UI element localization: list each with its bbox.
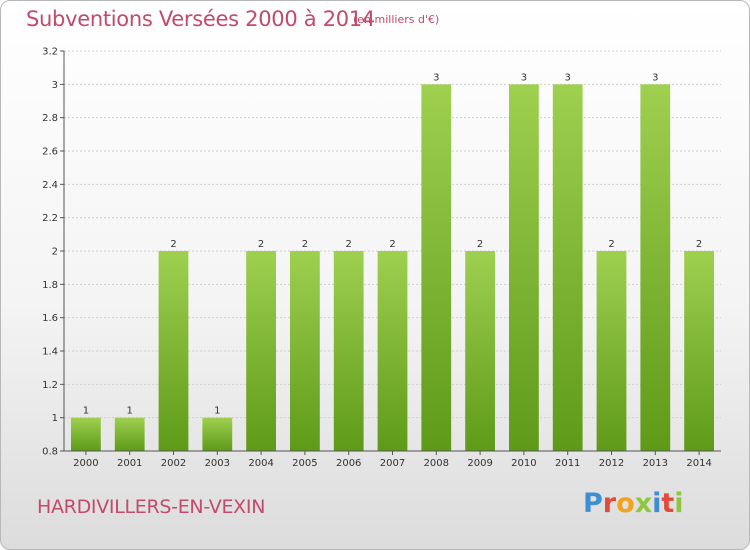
bar-2011[interactable] xyxy=(552,84,583,451)
data-label: 2 xyxy=(477,239,483,250)
x-tick-label: 2005 xyxy=(292,458,317,469)
bar-2002[interactable] xyxy=(158,251,189,451)
x-tick-label: 2013 xyxy=(643,458,668,469)
bar-2007[interactable] xyxy=(377,251,408,451)
logo-letter: o xyxy=(616,488,635,519)
y-tick-label: 1 xyxy=(52,413,58,424)
chart-subtitle: (en milliers d'€) xyxy=(353,13,440,26)
bar-2010[interactable] xyxy=(509,84,539,451)
data-label: 2 xyxy=(608,239,614,250)
bar-2014[interactable] xyxy=(684,251,714,451)
logo-letter: i xyxy=(674,488,684,519)
y-tick-label: 1.2 xyxy=(42,380,58,391)
logo-letter: x xyxy=(634,488,653,519)
data-label: 2 xyxy=(696,239,702,250)
y-tick-label: 2.4 xyxy=(42,180,58,191)
x-tick-label: 2004 xyxy=(248,458,273,469)
data-label: 1 xyxy=(83,406,89,417)
chart-title: Subventions Versées 2000 à 2014 xyxy=(26,7,375,31)
x-tick-label: 2011 xyxy=(555,458,580,469)
bar-2005[interactable] xyxy=(290,251,320,451)
data-label: 3 xyxy=(433,72,439,83)
data-label: 1 xyxy=(214,406,220,417)
x-tick-label: 2007 xyxy=(380,458,405,469)
data-label: 1 xyxy=(127,406,133,417)
commune-name: HARDIVILLERS-EN-VEXIN xyxy=(37,496,266,518)
logo-letter: i xyxy=(652,488,662,519)
bar-2008[interactable] xyxy=(421,84,452,451)
bar-2012[interactable] xyxy=(596,251,627,451)
y-tick-label: 0.8 xyxy=(42,447,58,458)
logo-letter: P xyxy=(583,488,603,519)
y-tick-label: 3.2 xyxy=(42,47,58,58)
y-tick-label: 2.6 xyxy=(42,147,58,158)
x-tick-label: 2001 xyxy=(117,458,142,469)
logo-letter: t xyxy=(661,488,675,519)
x-tick-label: 2010 xyxy=(511,458,536,469)
data-label: 2 xyxy=(346,239,352,250)
y-tick-label: 3 xyxy=(52,80,58,91)
bar-2006[interactable] xyxy=(333,251,364,451)
y-tick-label: 1.4 xyxy=(42,347,58,358)
x-tick-label: 2000 xyxy=(73,458,98,469)
data-label: 2 xyxy=(389,239,395,250)
proxiti-logo[interactable]: Proxiti xyxy=(583,488,684,519)
x-tick-label: 2012 xyxy=(599,458,624,469)
data-label: 3 xyxy=(652,72,658,83)
x-tick-label: 2002 xyxy=(161,458,186,469)
data-labels: 1 1 2 1 2 2 2 2 3 2 3 3 2 3 2 xyxy=(83,72,703,416)
logo-letter: r xyxy=(602,488,617,519)
bar-2009[interactable] xyxy=(465,251,495,451)
x-tick-label: 2006 xyxy=(336,458,361,469)
y-tick-label: 2 xyxy=(52,247,58,258)
bar-2001[interactable] xyxy=(114,417,145,451)
y-tick-label: 2.2 xyxy=(42,213,58,224)
bars xyxy=(71,84,714,451)
x-tick-label: 2003 xyxy=(205,458,230,469)
x-tick-label: 2008 xyxy=(424,458,449,469)
bar-2003[interactable] xyxy=(202,417,233,451)
bar-2013[interactable] xyxy=(640,84,671,451)
data-label: 3 xyxy=(565,72,571,83)
y-tick-label: 1.6 xyxy=(42,313,58,324)
y-tick-label: 1.8 xyxy=(42,280,58,291)
bar-2004[interactable] xyxy=(246,251,276,451)
x-tick-label: 2009 xyxy=(467,458,492,469)
bar-2000[interactable] xyxy=(71,417,101,451)
data-label: 3 xyxy=(521,72,527,83)
x-tick-label: 2014 xyxy=(686,458,711,469)
y-tick-label: 2.8 xyxy=(42,113,58,124)
data-label: 2 xyxy=(258,239,264,250)
axes: 0.8 1 1.2 1.4 1.6 1.8 2 2.2 2.4 2.6 2.8 3 3.2 2000 200… xyxy=(42,47,721,469)
data-label: 2 xyxy=(170,239,176,250)
data-label: 2 xyxy=(302,239,308,250)
